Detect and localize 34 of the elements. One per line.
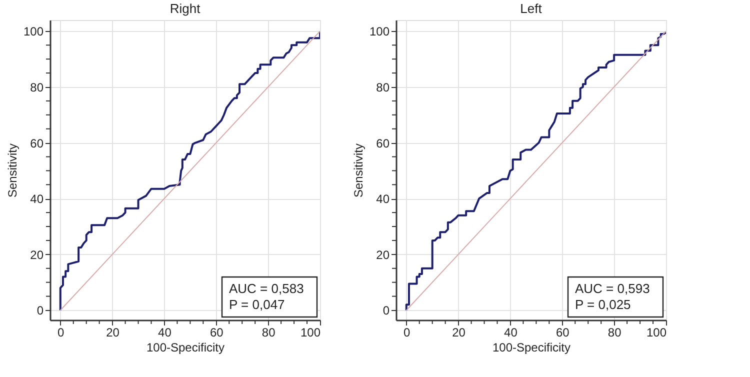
y-tick-label: 20 (376, 248, 390, 262)
x-tick-label: 0 (58, 326, 65, 340)
y-axis-title: Sensitivity (5, 143, 20, 198)
x-tick-label: 60 (556, 326, 570, 340)
annotation: AUC = 0,593 (575, 281, 650, 296)
y-tick-label: 100 (369, 24, 390, 39)
y-tick-label: 40 (376, 192, 390, 206)
y-tick-label: 20 (30, 248, 44, 262)
y-tick-label: 60 (30, 136, 44, 150)
y-tick-label: 100 (23, 24, 44, 39)
x-axis-title: 100-Specificity (146, 340, 225, 354)
x-axis-title: 100-Specificity (492, 340, 571, 354)
y-tick-label: 80 (30, 80, 44, 94)
y-tick-label: 0 (36, 304, 44, 318)
x-tick-label: 80 (262, 326, 276, 340)
annotation: P = 0,047 (229, 297, 285, 312)
x-tick-label: 100 (300, 326, 321, 340)
annotation: AUC = 0,583 (229, 281, 304, 296)
x-tick-label: 40 (158, 326, 172, 340)
chart-title: Left (520, 1, 542, 16)
x-tick-label: 100 (646, 326, 667, 340)
x-tick-label: 20 (452, 326, 466, 340)
annotation: P = 0,025 (575, 297, 631, 312)
y-tick-label: 40 (30, 192, 44, 206)
x-tick-label: 60 (210, 326, 224, 340)
y-axis-title: Sensitivity (351, 143, 366, 198)
y-tick-label: 60 (376, 136, 390, 150)
x-tick-label: 0 (404, 326, 411, 340)
x-tick-label: 40 (504, 326, 518, 340)
y-tick-label: 0 (382, 304, 390, 318)
x-tick-label: 80 (608, 326, 622, 340)
x-tick-label: 20 (106, 326, 120, 340)
y-tick-label: 80 (376, 80, 390, 94)
chart-title: Right (170, 1, 201, 16)
